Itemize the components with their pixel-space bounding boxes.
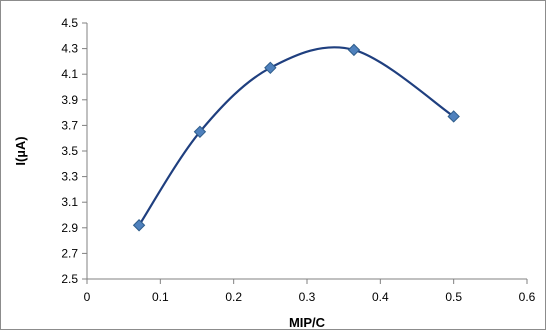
axes bbox=[82, 22, 528, 284]
data-point-marker bbox=[132, 219, 146, 232]
tick-labels: 2.5 2.7 2.9 3.1 3.3 3.5 3.7 3.9 4.1 4.3 4.5 0 0.1 0.2… bbox=[61, 16, 535, 304]
y-tick-label: 3.7 bbox=[61, 118, 78, 132]
y-tick-label: 3.9 bbox=[61, 93, 78, 107]
x-tick-label: 0.1 bbox=[152, 290, 169, 304]
data-point-marker bbox=[264, 61, 277, 75]
x-tick-label: 0.3 bbox=[299, 290, 316, 304]
data-point-marker bbox=[447, 110, 460, 123]
y-tick-label: 3.5 bbox=[61, 144, 78, 158]
y-tick-label: 2.9 bbox=[61, 221, 78, 235]
x-tick-label: 0 bbox=[84, 290, 91, 304]
y-axis-title: I(µA) bbox=[13, 136, 28, 165]
x-tick-label: 0.5 bbox=[445, 290, 462, 304]
y-tick-label: 2.5 bbox=[61, 272, 78, 286]
y-tick-label: 3.3 bbox=[61, 170, 78, 184]
x-axis-title: MIP/C bbox=[289, 315, 326, 330]
y-tick-label: 3.1 bbox=[61, 195, 78, 209]
y-tick-label: 4.5 bbox=[61, 16, 78, 30]
series-markers bbox=[132, 43, 460, 232]
y-tick-label: 4.1 bbox=[61, 67, 78, 81]
x-tick-label: 0.6 bbox=[519, 290, 536, 304]
y-tick-label: 4.3 bbox=[61, 42, 78, 56]
series-line bbox=[138, 46, 455, 226]
data-point-marker bbox=[347, 43, 361, 57]
x-tick-label: 0.2 bbox=[225, 290, 242, 304]
y-tick-label: 2.7 bbox=[61, 246, 78, 260]
x-tick-label: 0.4 bbox=[372, 290, 389, 304]
data-point-marker bbox=[193, 125, 207, 139]
